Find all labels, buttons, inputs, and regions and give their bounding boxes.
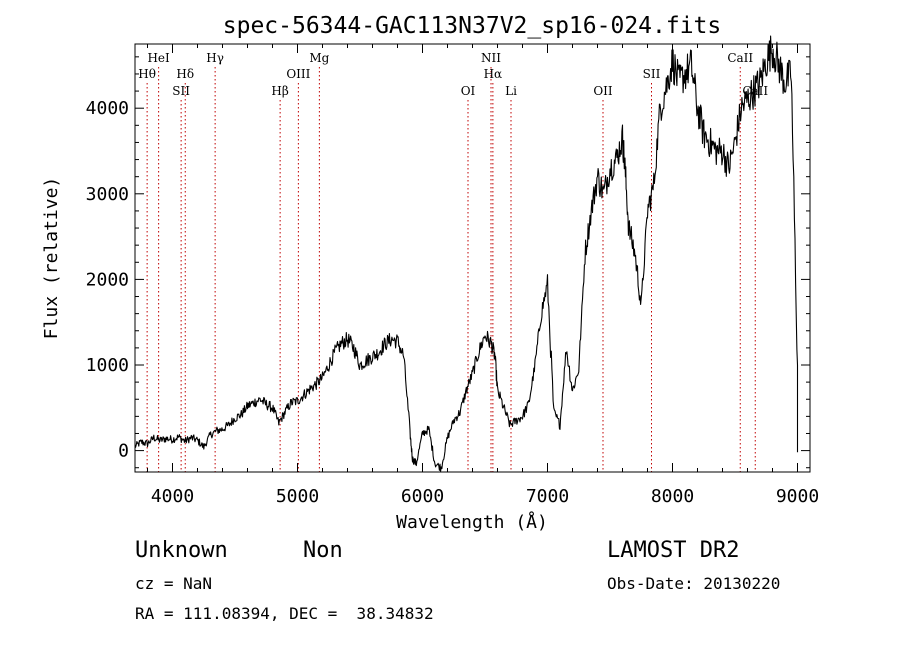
line-marker-label: Hθ xyxy=(138,67,156,81)
y-tick-label: 3000 xyxy=(86,184,129,205)
line-marker-label: SII xyxy=(643,67,661,81)
object-class: Unknown xyxy=(135,538,228,563)
line-marker-label: OIII xyxy=(286,67,310,81)
chart-title: spec-56344-GAC113N37V2_sp16-024.fits xyxy=(223,13,722,39)
y-tick-label: 0 xyxy=(118,441,129,462)
x-tick-label: 5000 xyxy=(276,486,319,507)
y-tick-label: 1000 xyxy=(86,355,129,376)
line-marker-label: Hδ xyxy=(176,67,194,81)
line-marker-label: Mg xyxy=(309,51,329,65)
line-marker-label: Hβ xyxy=(271,84,288,98)
line-marker-label: Hγ xyxy=(206,51,224,65)
y-tick-label: 4000 xyxy=(86,98,129,119)
line-marker-label: HeI xyxy=(147,51,170,65)
line-marker-label: OI xyxy=(461,84,476,98)
object-subclass: Non xyxy=(303,538,343,563)
line-marker-label: Li xyxy=(505,84,517,98)
line-marker-label: Hα xyxy=(484,67,503,81)
line-marker-label: OII xyxy=(593,84,613,98)
y-tick-label: 2000 xyxy=(86,269,129,290)
coordinates: RA = 111.08394, DEC = 38.34832 xyxy=(135,604,434,623)
x-tick-label: 9000 xyxy=(776,486,819,507)
redshift-value: cz = NaN xyxy=(135,574,213,593)
line-marker-label: NII xyxy=(481,51,501,65)
x-tick-label: 8000 xyxy=(651,486,694,507)
x-tick-label: 7000 xyxy=(526,486,569,507)
x-axis-ticks: 4000 5000 6000 7000 8000 9000 xyxy=(147,44,819,507)
line-marker-label: CaII xyxy=(727,51,753,65)
x-axis-label: Wavelength (Å) xyxy=(396,511,548,533)
plot-frame xyxy=(134,43,811,473)
y-axis-label: Flux (relative) xyxy=(41,177,62,340)
spectrum-series-line xyxy=(134,35,799,472)
survey-name: LAMOST DR2 xyxy=(607,538,740,563)
observation-date: Obs-Date: 20130220 xyxy=(607,574,781,593)
line-marker-label: SII xyxy=(172,84,190,98)
x-tick-label: 6000 xyxy=(401,486,444,507)
x-tick-label: 4000 xyxy=(151,486,194,507)
y-axis-ticks: 0 1000 2000 3000 4000 xyxy=(86,56,810,469)
